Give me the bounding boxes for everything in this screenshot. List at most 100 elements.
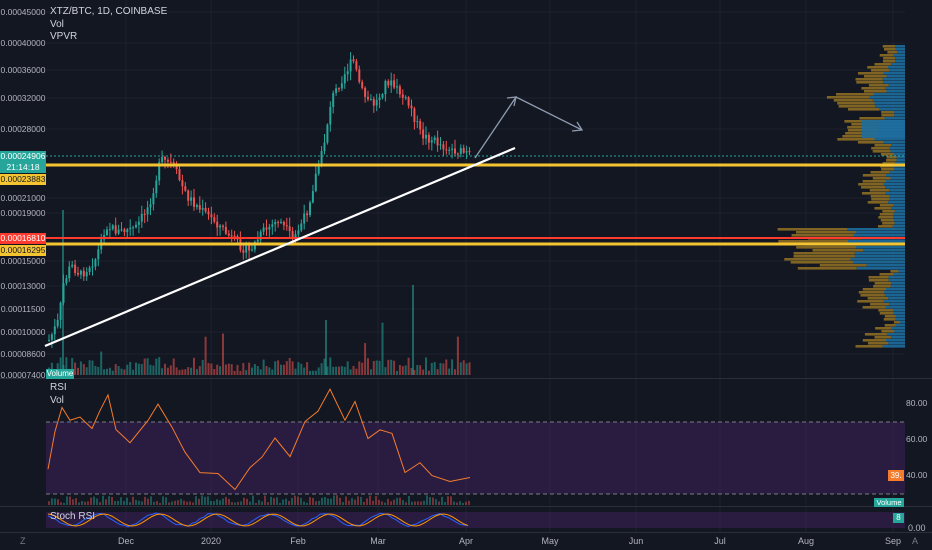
vpvr-bar xyxy=(883,48,896,51)
indicator-label-vol[interactable]: Vol xyxy=(50,395,64,406)
candle-body xyxy=(430,140,433,143)
candle-body xyxy=(416,121,419,123)
candle-body xyxy=(311,191,314,203)
pane-separator[interactable] xyxy=(0,506,932,507)
vpvr-bar xyxy=(883,81,905,84)
rsi-volume-bar xyxy=(120,497,122,505)
candle-body xyxy=(436,137,439,146)
candle-body xyxy=(442,144,445,150)
vpvr-bar xyxy=(882,162,895,165)
price-axis-label: 0.00008600 xyxy=(0,349,46,359)
candle-body xyxy=(164,156,166,160)
volume-bar xyxy=(340,366,343,375)
zoom-icon[interactable]: Z xyxy=(20,536,26,546)
volume-bar xyxy=(146,358,149,375)
time-axis-label: Jun xyxy=(628,536,644,546)
vpvr-bar xyxy=(870,303,890,306)
vpvr-bar xyxy=(877,225,893,228)
auto-scale-button[interactable]: A xyxy=(912,536,919,546)
candle-body xyxy=(349,59,352,72)
price-axis-label: 0.00040000 xyxy=(0,38,46,48)
rsi-volume-bar xyxy=(282,499,284,505)
vpvr-bar xyxy=(869,96,905,99)
volume-bar xyxy=(169,365,172,375)
price-axis-label: 0.00007400 xyxy=(0,370,46,380)
price-axis-label: 0.00010000 xyxy=(0,327,46,337)
volume-bar xyxy=(381,322,384,375)
candle-body xyxy=(364,87,367,97)
volume-bar xyxy=(326,366,329,375)
candle-body xyxy=(465,151,468,153)
vpvr-bar xyxy=(895,315,905,318)
volume-bar xyxy=(239,370,242,375)
vpvr-bar xyxy=(883,318,896,321)
pane-separator[interactable] xyxy=(0,378,932,379)
vpvr-bar xyxy=(875,327,892,330)
rsi-volume-bar xyxy=(87,501,89,505)
volume-bar xyxy=(256,366,259,375)
vpvr-bar xyxy=(874,138,905,141)
vpvr-bar xyxy=(889,189,905,192)
vpvr-bar xyxy=(837,102,875,105)
rsi-volume-bar xyxy=(324,497,326,505)
volume-bar xyxy=(161,368,164,375)
vpvr-bar xyxy=(878,216,894,219)
volume-bar xyxy=(396,370,398,375)
rsi-volume-bar xyxy=(321,497,323,505)
symbol-legend[interactable]: XTZ/BTC, 1D, COINBASE xyxy=(50,6,168,17)
rsi-volume-bar xyxy=(234,502,236,505)
vpvr-bar xyxy=(888,66,905,69)
volume-bar xyxy=(193,357,195,375)
volume-bar xyxy=(364,343,367,375)
volume-bar xyxy=(201,359,204,375)
rsi-axis-label: 80.00 xyxy=(906,398,928,408)
candle-body xyxy=(338,88,340,90)
volume-bar xyxy=(88,360,91,375)
rsi-volume-bar xyxy=(306,502,308,505)
time-axis[interactable]: Dec 2020 Feb Mar Apr May Jun Jul Aug Sep xyxy=(0,532,932,550)
vpvr-bar xyxy=(894,45,905,48)
vpvr-bar xyxy=(894,222,905,225)
volume-bar xyxy=(213,369,216,375)
candle-body xyxy=(454,148,456,154)
vpvr-bar xyxy=(885,192,905,195)
candle-body xyxy=(390,80,393,86)
volume-bar xyxy=(369,369,372,375)
vpvr-bar xyxy=(884,294,905,297)
indicator-label-rsi[interactable]: RSI xyxy=(50,382,67,393)
level-tag-low: 0.00016295 xyxy=(0,245,46,256)
volume-bar xyxy=(320,363,323,375)
rsi-volume-bar xyxy=(297,496,299,505)
vpvr-bar xyxy=(880,153,895,156)
candle-body xyxy=(456,153,459,155)
rsi-volume-bar xyxy=(432,497,434,505)
rsi-volume-bar xyxy=(378,499,380,505)
indicator-label-vol[interactable]: Vol xyxy=(50,19,64,30)
vpvr-bar xyxy=(896,159,905,162)
pane-separator[interactable] xyxy=(0,532,932,533)
volume-bar xyxy=(442,363,445,375)
vpvr-bar xyxy=(883,183,905,186)
candle-body xyxy=(68,266,71,279)
volume-bar xyxy=(325,320,327,375)
volume-bar xyxy=(462,360,465,375)
vpvr-bar xyxy=(894,330,905,333)
vpvr-bar xyxy=(874,336,892,339)
vpvr-bar xyxy=(837,138,875,141)
vpvr-bar xyxy=(778,240,849,243)
rsi-volume-bar xyxy=(192,502,194,505)
rsi-volume-bar xyxy=(180,498,182,505)
vpvr-bar xyxy=(890,177,905,180)
candle-body xyxy=(427,134,430,143)
rsi-axis[interactable]: 80.00 60.00 40.00 xyxy=(890,378,932,506)
candle-body xyxy=(166,159,169,162)
price-axis[interactable]: 0.00045000 0.00040000 0.00036000 0.00032000… xyxy=(0,0,46,380)
vpvr-bar xyxy=(894,321,901,324)
volume-bar xyxy=(271,369,274,375)
candle-body xyxy=(117,229,120,234)
rsi-volume-bar xyxy=(177,500,179,505)
indicator-label-stoch-rsi[interactable]: Stoch RSI xyxy=(50,511,96,522)
vpvr-bar xyxy=(882,78,905,81)
indicator-label-vpvr[interactable]: VPVR xyxy=(50,31,78,42)
